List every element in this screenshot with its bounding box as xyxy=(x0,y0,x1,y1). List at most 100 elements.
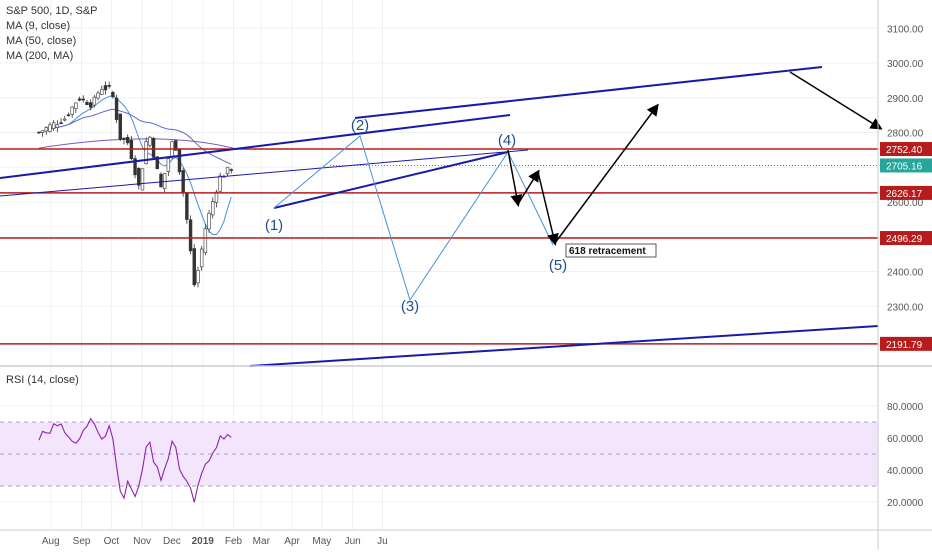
candle-up xyxy=(55,124,60,128)
ma50-line xyxy=(38,108,232,165)
legend-ma50: MA (50, close) xyxy=(6,35,77,47)
projection-arrow xyxy=(789,71,883,130)
time-tick-label: 2019 xyxy=(192,536,215,547)
candle-down xyxy=(155,156,159,170)
rsi-tick-label: 20.0000 xyxy=(887,498,924,509)
candle-up xyxy=(203,228,208,253)
price-flag-label: 2705.16 xyxy=(886,161,923,172)
rsi-tick-label: 60.0000 xyxy=(887,434,924,445)
time-tick-label: Nov xyxy=(133,536,151,547)
price-tick-label: 2300.00 xyxy=(887,302,924,313)
projection-arrow xyxy=(507,149,523,207)
candle-down xyxy=(103,85,108,91)
candle-down xyxy=(81,98,85,101)
candle-down xyxy=(192,248,196,286)
candle-down xyxy=(59,122,63,124)
candle-up xyxy=(148,136,152,146)
wave-label: (4) xyxy=(498,132,516,149)
projection-arrow xyxy=(517,169,540,205)
candle-up xyxy=(100,89,104,95)
price-flag-label: 2496.29 xyxy=(886,234,923,245)
price-flag xyxy=(880,185,932,200)
candle-up xyxy=(92,96,97,106)
candle-up xyxy=(51,122,56,129)
candle-up xyxy=(140,168,145,191)
price-flag xyxy=(880,142,932,157)
candle-down xyxy=(66,114,71,117)
candle-down xyxy=(122,137,126,140)
price-tick-label: 2400.00 xyxy=(887,268,924,279)
rsi-legend: RSI (14, close) xyxy=(6,374,79,386)
price-tick-label: 2600.00 xyxy=(887,198,924,209)
candle-down xyxy=(85,101,89,106)
retracement-box xyxy=(565,243,657,258)
projection-arrow xyxy=(537,171,559,246)
candle-up xyxy=(199,248,204,268)
candle-up xyxy=(44,127,48,132)
candle-up xyxy=(218,175,222,192)
price-flag xyxy=(880,158,932,173)
time-tick-label: Sep xyxy=(73,536,91,547)
candle-down xyxy=(174,140,178,151)
candle-down xyxy=(111,92,115,98)
candle-up xyxy=(196,270,200,284)
legend-ma9: MA (9, close) xyxy=(6,20,71,32)
time-tick-label: Apr xyxy=(284,536,300,547)
upper-trendline-left xyxy=(0,114,511,179)
candle-up xyxy=(211,201,215,216)
price-flag-label: 2626.17 xyxy=(886,189,923,200)
ma9-line xyxy=(38,95,232,235)
price-tick-label: 3000.00 xyxy=(887,59,924,70)
candle-up xyxy=(166,158,171,172)
candle-down xyxy=(88,102,93,108)
candle-down xyxy=(118,113,122,140)
candle-up xyxy=(214,191,219,203)
price-tick-label: 3100.00 xyxy=(887,24,924,35)
price-tick-label: 2800.00 xyxy=(887,129,924,140)
price-flag xyxy=(880,336,932,351)
candle-down xyxy=(151,137,156,158)
time-tick-label: Ju xyxy=(377,536,388,547)
candle-down xyxy=(181,170,185,193)
wave-label: (3) xyxy=(401,298,419,315)
candle-down xyxy=(125,136,130,144)
candle-down xyxy=(159,173,163,188)
time-tick-label: Feb xyxy=(225,536,243,547)
legend-ma200: MA (200, MA) xyxy=(6,50,74,62)
candle-down xyxy=(107,85,111,87)
time-tick-label: Oct xyxy=(104,536,120,547)
lower-channel-line xyxy=(249,325,879,367)
candle-down xyxy=(137,168,141,186)
price-flag xyxy=(880,231,932,246)
candle-down xyxy=(114,97,119,120)
candle-up xyxy=(162,173,167,189)
rsi-tick-label: 40.0000 xyxy=(887,466,924,477)
wave-label: (5) xyxy=(549,257,567,274)
candle-up xyxy=(96,92,100,99)
wave-channel-line xyxy=(273,151,509,209)
candle-up xyxy=(144,141,148,165)
time-tick-label: Mar xyxy=(253,536,271,547)
rsi-line xyxy=(38,417,232,503)
candle-up xyxy=(207,213,211,230)
candle-down xyxy=(133,158,137,176)
candle-down xyxy=(177,148,182,173)
candle-up xyxy=(63,118,67,121)
time-tick-label: Dec xyxy=(163,536,181,547)
candle-up xyxy=(225,166,230,175)
secondary-trendline xyxy=(0,149,529,197)
retracement-label: 618 retracement xyxy=(569,246,646,257)
wave-label: (2) xyxy=(351,117,369,134)
candle-up xyxy=(40,130,45,133)
candle-down xyxy=(37,131,41,134)
rsi-tick-label: 80.0000 xyxy=(887,402,924,413)
wave-label: (1) xyxy=(265,217,283,234)
time-tick-label: Jun xyxy=(345,536,361,547)
candle-up xyxy=(48,124,52,132)
price-flag-label: 2191.79 xyxy=(886,340,923,351)
time-tick-label: May xyxy=(312,536,331,547)
candle-down xyxy=(77,98,82,101)
candle-up xyxy=(74,102,78,109)
